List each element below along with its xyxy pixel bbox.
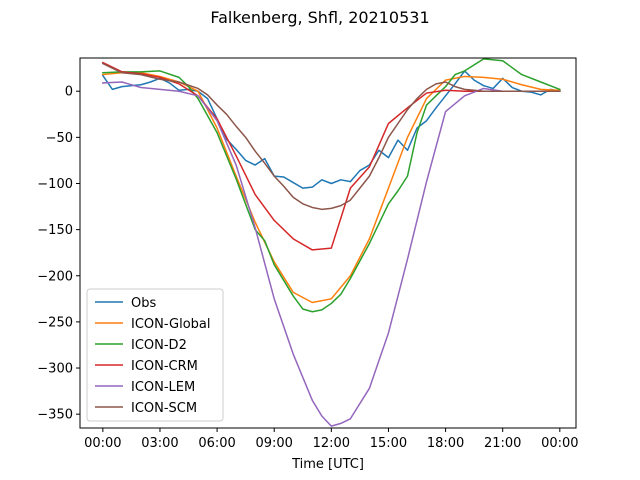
x-tick-label: 12:00 — [313, 436, 350, 451]
legend-label: Obs — [131, 296, 156, 311]
x-tick-label: 18:00 — [427, 436, 464, 451]
x-tick-label: 15:00 — [370, 436, 407, 451]
y-axis: 0 −50 −100 −150 −200 −250 −300 −350 — [37, 85, 80, 423]
legend-label: ICON-Global — [131, 317, 211, 332]
legend: Obs ICON-Global ICON-D2 ICON-CRM ICON-LEM ICO… — [86, 288, 224, 422]
x-axis-label: Time [UTC] — [291, 457, 364, 472]
x-tick-label: 00:00 — [541, 436, 578, 451]
legend-label: ICON-LEM — [131, 380, 195, 395]
legend-label: ICON-SCM — [131, 401, 197, 416]
x-tick-label: 21:00 — [484, 436, 521, 451]
series-line-icon-d2 — [102, 58, 561, 313]
x-tick-label: 06:00 — [198, 436, 235, 451]
x-tick-label: 00:00 — [84, 436, 121, 451]
x-tick-label: 03:00 — [141, 436, 178, 451]
y-tick-label: −50 — [46, 131, 73, 146]
series-line-obs — [101, 70, 561, 189]
x-tick-label: 09:00 — [255, 436, 292, 451]
x-axis: 00:00 03:00 06:00 09:00 12:00 15:00 18:00 21:00… — [84, 428, 579, 451]
chart-title: Falkenberg, Shfl, 20210531 — [210, 8, 429, 27]
y-tick-label: −250 — [37, 315, 73, 330]
series-line-icon-scm — [101, 62, 561, 211]
plot-frame — [79, 57, 577, 429]
y-tick-label: −300 — [37, 362, 73, 377]
y-tick-label: −350 — [37, 408, 73, 423]
y-tick-label: −150 — [37, 223, 73, 238]
legend-label: ICON-CRM — [131, 359, 198, 374]
legend-box — [86, 288, 224, 422]
y-tick-label: −200 — [37, 269, 73, 284]
y-tick-label: 0 — [65, 85, 73, 100]
plot-lines — [101, 58, 561, 427]
y-tick-label: −100 — [37, 177, 73, 192]
legend-label: ICON-D2 — [131, 338, 187, 353]
